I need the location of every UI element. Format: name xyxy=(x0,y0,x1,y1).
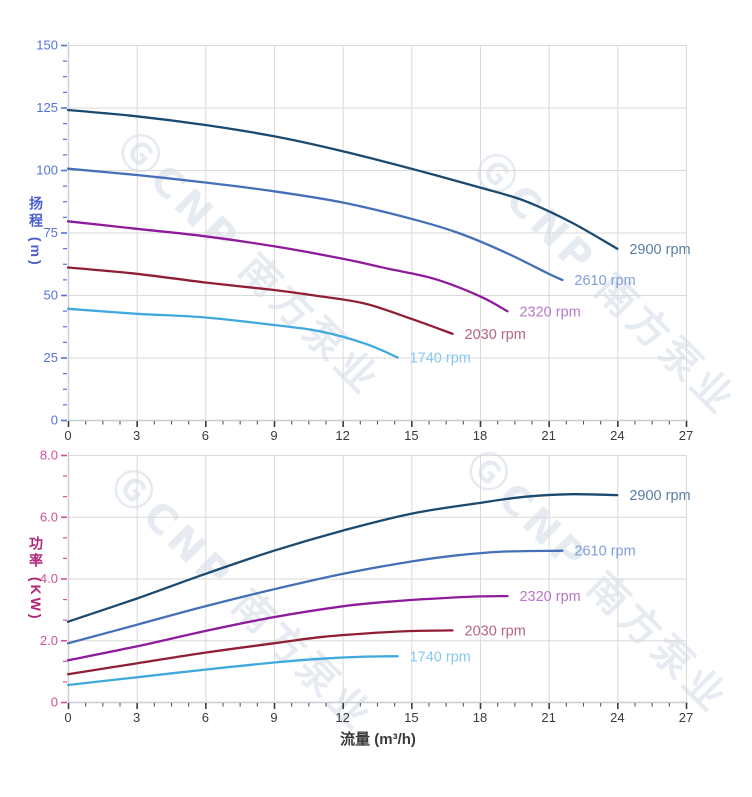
series-label-2610-rpm: 2610 rpm xyxy=(574,544,635,560)
series-label-2610-rpm: 2610 rpm xyxy=(574,273,635,289)
curve-2610-rpm xyxy=(66,167,564,282)
x-tick-label: 3 xyxy=(133,710,140,725)
x-tick-label: 12 xyxy=(335,710,349,725)
series-label-1740-rpm: 1740 rpm xyxy=(410,649,471,665)
series-label-2030-rpm: 2030 rpm xyxy=(465,623,526,639)
x-tick-label: 12 xyxy=(335,428,349,443)
y-axis: 0 25 50 75 100 125 150 xyxy=(36,38,67,428)
x-tick-label: 9 xyxy=(270,710,277,725)
y-tick-label: 125 xyxy=(36,100,58,115)
y-tick-label: 75 xyxy=(44,225,58,240)
flow-axis-title: 流量 (m³/h) xyxy=(340,731,416,748)
x-axis: 0 3 6 9 12 15 18 21 24 27 xyxy=(64,703,693,725)
series-label-2030-rpm: 2030 rpm xyxy=(465,327,526,343)
curve-2320-rpm xyxy=(66,594,509,662)
x-tick-label: 18 xyxy=(473,710,487,725)
y-tick-label: 50 xyxy=(44,288,58,303)
power-axis-title: 功率 (KW) xyxy=(28,536,44,622)
y-tick-label: 4.0 xyxy=(40,571,58,586)
x-tick-label: 18 xyxy=(473,428,487,443)
x-tick-label: 15 xyxy=(404,710,418,725)
gridlines xyxy=(68,455,687,702)
y-tick-label: 100 xyxy=(36,163,58,178)
x-tick-label: 0 xyxy=(64,428,71,443)
series-label-2900-rpm: 2900 rpm xyxy=(629,488,690,504)
x-tick-label: 6 xyxy=(202,428,209,443)
power-vs-flow-chart: 0 2.0 4.0 6.0 8.0 0 3 6 9 12 15 18 21 24 27 2900 rpm 261… xyxy=(40,448,693,726)
x-tick-label: 15 xyxy=(404,428,418,443)
curve-2610-rpm xyxy=(66,549,564,645)
axis-frame xyxy=(67,452,688,704)
curve-1740-rpm xyxy=(66,655,399,687)
x-tick-label: 24 xyxy=(610,710,624,725)
y-tick-label: 2.0 xyxy=(40,633,58,648)
series-label-2320-rpm: 2320 rpm xyxy=(519,304,580,320)
x-tick-label: 0 xyxy=(64,710,71,725)
series-label-2900-rpm: 2900 rpm xyxy=(629,242,690,258)
curve-2900-rpm xyxy=(66,493,619,623)
series-label-1740-rpm: 1740 rpm xyxy=(410,351,471,367)
x-axis: 0 3 6 9 12 15 18 21 24 27 xyxy=(64,421,693,443)
curve-2030-rpm xyxy=(66,266,454,335)
y-tick-label: 6.0 xyxy=(40,509,58,524)
x-tick-label: 3 xyxy=(133,428,140,443)
curve-2320-rpm xyxy=(66,220,509,313)
y-tick-label: 0 xyxy=(51,695,58,710)
x-tick-label: 21 xyxy=(541,710,555,725)
y-axis: 0 2.0 4.0 6.0 8.0 xyxy=(40,448,67,710)
x-tick-label: 6 xyxy=(202,710,209,725)
series-label-2320-rpm: 2320 rpm xyxy=(519,589,580,605)
head-axis-title: 扬程 (m) xyxy=(28,196,44,268)
y-tick-label: 8.0 xyxy=(40,448,58,463)
x-tick-label: 9 xyxy=(270,428,277,443)
curve-2900-rpm xyxy=(66,108,619,250)
y-tick-label: 150 xyxy=(36,38,58,53)
x-tick-label: 27 xyxy=(679,428,693,443)
y-tick-label: 25 xyxy=(44,350,58,365)
axis-frame xyxy=(67,42,688,422)
gridlines xyxy=(68,45,687,420)
x-tick-label: 21 xyxy=(541,428,555,443)
curve-2030-rpm xyxy=(66,629,454,676)
x-tick-label: 27 xyxy=(679,710,693,725)
curve-1740-rpm xyxy=(66,307,399,359)
x-tick-label: 24 xyxy=(610,428,624,443)
y-tick-label: 0 xyxy=(51,413,58,428)
head-vs-flow-chart: 0 25 50 75 100 125 150 0 3 6 9 12 15 18 21 24 27 2900 rpm… xyxy=(36,38,693,444)
